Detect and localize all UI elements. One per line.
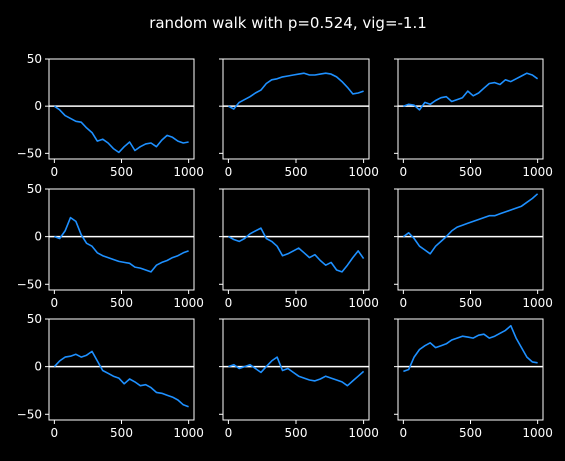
subplot-1-1: 0 500 1000 −50 0 50 (17, 52, 204, 179)
subplot-1-2: 0 500 1000 (219, 58, 379, 179)
y-tick-label: 0 (34, 99, 42, 113)
walk-line (403, 72, 539, 111)
x-tick-label: 500 (459, 296, 482, 310)
y-tick-label: 50 (27, 312, 42, 326)
x-tick-label: 500 (110, 426, 133, 440)
walk-line (402, 193, 539, 255)
walk-line (53, 105, 189, 154)
x-tick-label: 500 (459, 165, 482, 179)
axes-frame (48, 318, 195, 421)
walk-line (53, 350, 189, 408)
subplot-3-2: 0 500 1000 (219, 318, 379, 440)
y-tick-label: 50 (27, 182, 42, 196)
y-tick-label: 0 (34, 360, 42, 374)
subplot-3-1: 0 500 1000 −50 0 50 (17, 312, 204, 440)
axes-frame (48, 58, 195, 160)
x-tick-label: 500 (285, 426, 308, 440)
x-tick-label: 0 (225, 296, 233, 310)
x-tick-label: 1000 (522, 296, 553, 310)
x-tick-label: 0 (51, 426, 59, 440)
x-tick-label: 500 (285, 296, 308, 310)
y-tick-label: −50 (17, 407, 42, 421)
x-tick-label: 1000 (173, 165, 204, 179)
x-tick-label: 1000 (348, 296, 379, 310)
axes-frame (222, 188, 370, 291)
x-tick-label: 0 (400, 296, 408, 310)
y-tick-label: 50 (27, 52, 42, 66)
walk-line (403, 324, 538, 373)
subplot-3-3: 0 500 1000 (394, 318, 553, 440)
x-tick-label: 0 (400, 165, 408, 179)
x-tick-label: 0 (225, 426, 233, 440)
subplot-1-3: 0 500 1000 (394, 58, 553, 179)
subplot-2-1: 0 500 1000 −50 0 50 (17, 182, 204, 310)
y-tick-label: −50 (17, 146, 42, 160)
x-tick-label: 1000 (173, 426, 204, 440)
axes-frame (222, 318, 370, 421)
axes-frame (397, 188, 544, 291)
chart-title: random walk with p=0.524, vig=-1.1 (149, 14, 427, 32)
axes-frame (48, 188, 195, 291)
x-tick-label: 500 (110, 296, 133, 310)
y-tick-label: 0 (34, 230, 42, 244)
walk-line (228, 72, 364, 110)
x-tick-label: 1000 (348, 426, 379, 440)
subplot-2-3: 0 500 1000 (394, 188, 553, 310)
x-tick-label: 0 (225, 165, 233, 179)
x-tick-label: 500 (285, 165, 308, 179)
x-tick-label: 0 (400, 426, 408, 440)
walk-line (228, 227, 365, 273)
x-tick-label: 1000 (522, 165, 553, 179)
x-tick-label: 1000 (348, 165, 379, 179)
x-tick-label: 500 (459, 426, 482, 440)
axes-frame (397, 318, 544, 421)
walk-line (54, 216, 189, 273)
subplot-2-2: 0 500 1000 (219, 188, 379, 310)
x-tick-label: 0 (51, 296, 59, 310)
walk-line (228, 356, 365, 387)
x-tick-label: 1000 (173, 296, 204, 310)
y-tick-label: −50 (17, 277, 42, 291)
x-tick-label: 1000 (522, 426, 553, 440)
x-tick-label: 500 (110, 165, 133, 179)
x-tick-label: 0 (51, 165, 59, 179)
